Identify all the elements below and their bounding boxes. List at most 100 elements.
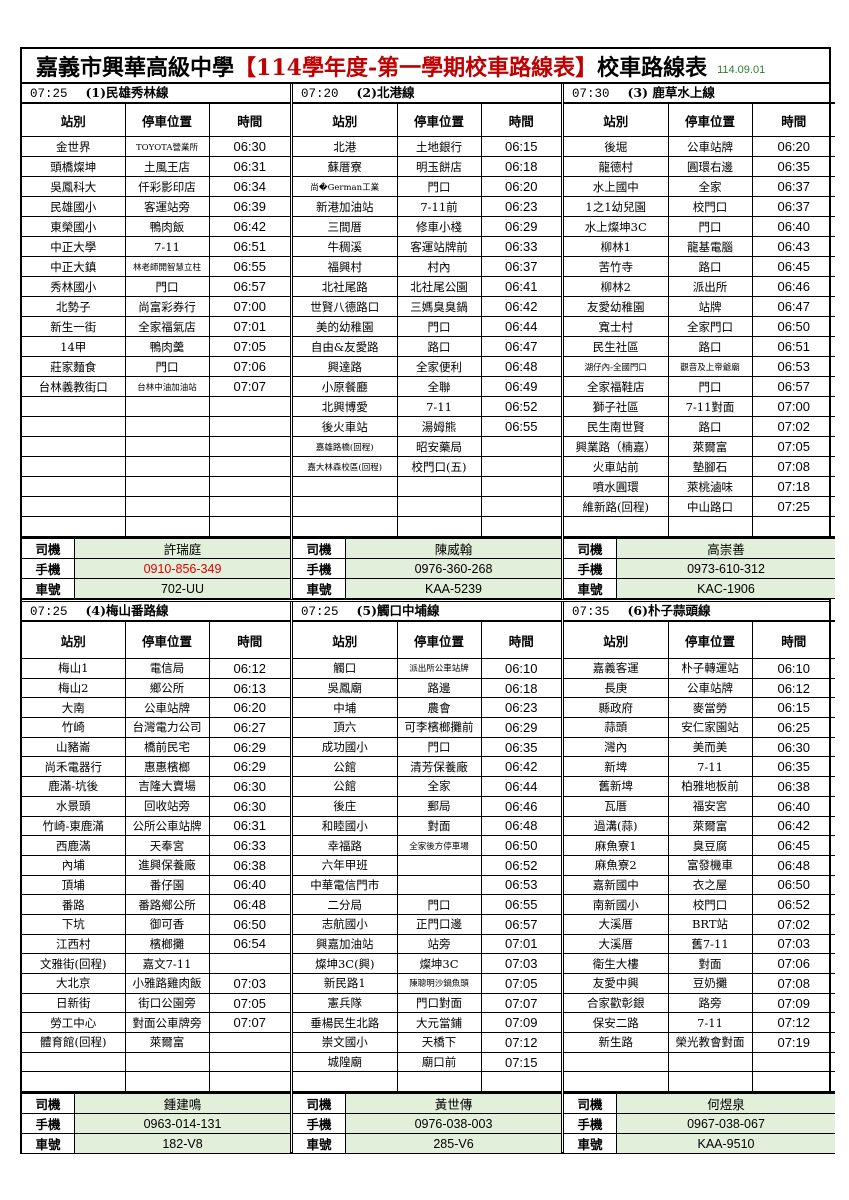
table-row: [564, 516, 835, 537]
time-cell: 06:46: [480, 795, 561, 817]
table-row: 縣政府 麥當勞 06:15: [564, 697, 835, 719]
stop-cell: 嘉文7-11: [124, 953, 210, 974]
table-row: 長庚 公車站牌 06:12: [564, 677, 835, 699]
time-cell: 06:49: [480, 376, 561, 397]
table-row: 尚�German工業 門口 06:20: [293, 176, 561, 197]
driver-info: 司機 陳威翰 手機 0976-360-268 車號 KAA-5239: [293, 537, 561, 599]
table-row: 江西村 檳榔攤 06:54: [22, 933, 290, 955]
time-cell: 07:09: [751, 992, 835, 1014]
table-row: 梅山1 電信局 06:12: [22, 658, 290, 679]
driver-name-label: 司機: [564, 1093, 617, 1115]
time-cell: 06:37: [751, 196, 835, 217]
route-header: 07:25 (1)民雄秀林線: [22, 84, 290, 103]
route-header: 07:35 (6)朴子蒜頭線: [564, 602, 835, 621]
column-stop: 停車位置: [396, 621, 482, 659]
stop-cell: 路口: [396, 336, 482, 357]
station-cell: 民生社區: [564, 336, 669, 357]
station-cell: [22, 436, 126, 457]
time-cell: 06:54: [208, 933, 290, 955]
table-row: 大溪厝 舊7-11 07:03: [564, 933, 835, 955]
time-cell: 06:57: [480, 913, 561, 935]
stop-cell: 對面: [667, 953, 753, 974]
table-row: [22, 456, 290, 477]
table-row: 番路 番路鄉公所 06:48: [22, 894, 290, 915]
driver-phone: 0910-856-349: [74, 558, 290, 579]
station-cell: 後堀: [564, 136, 669, 157]
driver-name-row: 司機 高崇善: [564, 538, 835, 559]
time-cell: 07:25: [751, 496, 835, 517]
table-row: 日新街 街口公園旁 07:05: [22, 992, 290, 1014]
station-cell: 梅山2: [22, 677, 126, 699]
time-cell: 06:48: [208, 894, 290, 915]
table-row: 體育館(回程) 萊爾富: [22, 1032, 290, 1053]
driver-phone: 0976-360-268: [345, 558, 561, 579]
stop-cell: 龍基電腦: [667, 236, 753, 257]
time-cell: 06:12: [208, 658, 290, 679]
stop-cell: 對面: [396, 815, 482, 837]
table-row: 民生南世賢 路口 07:02: [564, 416, 835, 437]
station-cell: 獅子社區: [564, 396, 669, 417]
table-row: 鹿滿-坑後 吉隆大賣場 06:30: [22, 776, 290, 797]
time-cell: 06:42: [480, 756, 561, 778]
station-cell: 民雄國小: [22, 196, 126, 217]
column-time: 時間: [208, 621, 290, 659]
station-cell: 柳林2: [564, 276, 669, 297]
time-cell: 06:50: [751, 874, 835, 896]
driver-name-row: 司機 鍾建鳴: [22, 1093, 290, 1115]
time-cell: 06:57: [751, 376, 835, 397]
table-row: 成功國小 門口 06:35: [293, 736, 561, 758]
table-row: 竹崎 台灣電力公司 06:27: [22, 717, 290, 738]
table-row: [22, 476, 290, 497]
table-row: 城隍廟 廟口前 07:15: [293, 1051, 561, 1073]
table-row: 公館 清芳保養廠 06:42: [293, 756, 561, 778]
station-cell: 衛生大樓: [564, 953, 669, 974]
time-cell: 06:23: [480, 196, 561, 217]
table-row: 幸福路 全家後方停車場 06:50: [293, 835, 561, 856]
time-cell: 06:35: [751, 156, 835, 177]
time-cell: 06:30: [208, 136, 290, 157]
stop-cell: 修車小棧: [396, 216, 482, 237]
table-row: 嘉大林森校區(回程) 校門口(五): [293, 456, 561, 477]
time-cell: [480, 1071, 561, 1093]
stop-cell: 湯姆熊: [396, 416, 482, 437]
table-row: 美的幼稚園 門口 06:44: [293, 316, 561, 337]
stop-cell: 7-11: [667, 1012, 753, 1034]
time-cell: 07:02: [751, 416, 835, 437]
stop-cell: 橋前民宅: [124, 736, 210, 758]
station-cell: [564, 1071, 669, 1093]
station-cell: [293, 496, 398, 517]
stop-cell: 臭豆腐: [667, 835, 753, 856]
driver-phone-row: 手機 0976-360-268: [293, 558, 561, 579]
table-row: 蘇厝寮 明玉餅店 06:18: [293, 156, 561, 177]
stop-cell: 燦坤3C: [396, 953, 482, 974]
driver-phone-row: 手機 0963-014-131: [22, 1113, 290, 1135]
station-cell: 牛稠溪: [293, 236, 398, 257]
driver-phone-label: 手機: [22, 558, 75, 579]
stop-cell: 圓環右邊: [667, 156, 753, 177]
station-cell: 自由&友愛路: [293, 336, 398, 357]
column-stop: 停車位置: [124, 621, 210, 659]
time-cell: 06:46: [751, 276, 835, 297]
time-cell: [208, 1032, 290, 1053]
route-header: 07:25 (4)梅山番路線: [22, 602, 290, 621]
table-row: 中埔 農會 06:23: [293, 697, 561, 719]
column-time: 時間: [751, 103, 835, 137]
time-cell: 06:20: [480, 176, 561, 197]
driver-phone-label: 手機: [22, 1113, 75, 1135]
station-cell: 頂六: [293, 717, 398, 738]
time-cell: 07:18: [751, 476, 835, 497]
stop-cell: 榮光教會對面: [667, 1032, 753, 1053]
table-row: 過溝(蒜) 萊爾富 06:42: [564, 815, 835, 837]
station-cell: 小原餐廳: [293, 376, 398, 397]
driver-name-row: 司機 陳威翰: [293, 538, 561, 559]
time-cell: 06:37: [751, 176, 835, 197]
stop-cell: [124, 1051, 210, 1073]
station-cell: 維新路(回程): [564, 496, 669, 517]
station-cell: [22, 1051, 126, 1073]
stop-cell: 路口: [667, 336, 753, 357]
station-cell: [564, 1051, 669, 1073]
station-cell: 長庚: [564, 677, 669, 699]
station-cell: 火車站前: [564, 456, 669, 477]
station-cell: 台林義教街口: [22, 376, 126, 397]
stop-cell: 回收站旁: [124, 795, 210, 817]
